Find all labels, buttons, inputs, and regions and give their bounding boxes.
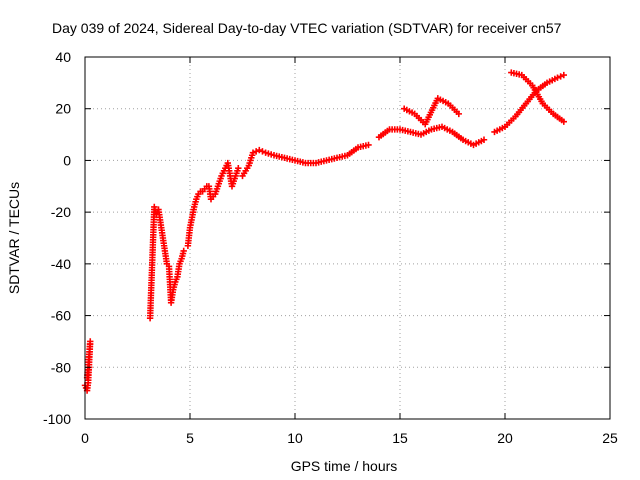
y-tick-label: -80 <box>51 359 71 375</box>
y-tick-label: -40 <box>51 256 71 272</box>
plot-frame <box>84 56 611 420</box>
x-tick-label: 0 <box>81 430 89 446</box>
axis-ticks: 0 5 10 15 20 25 -100 -80 -60 -40 -20 0 20 40 <box>43 49 618 446</box>
y-tick-label: -20 <box>51 204 71 220</box>
y-tick-label: 0 <box>63 152 71 168</box>
y-tick-label: -100 <box>43 411 71 427</box>
data-point-fill <box>557 73 564 80</box>
data-point <box>455 110 462 118</box>
series-13-19h <box>375 95 488 149</box>
series-start <box>81 338 94 394</box>
data-point <box>560 71 567 79</box>
y-tick-label: 20 <box>55 101 71 117</box>
data-point <box>554 74 561 81</box>
y-tick-label: 40 <box>55 49 71 65</box>
x-tick-label: 10 <box>287 430 303 446</box>
series-7-13h <box>239 141 372 180</box>
x-tick-label: 15 <box>392 430 408 446</box>
x-tick-label: 5 <box>186 430 194 446</box>
chart-title: Day 039 of 2024, Sidereal Day-to-day VTE… <box>52 20 562 36</box>
data-point <box>180 247 187 255</box>
data-point <box>249 149 257 156</box>
x-axis-label: GPS time / hours <box>291 458 398 474</box>
y-tick-label: -60 <box>51 308 71 324</box>
data-point <box>235 164 242 172</box>
data-point-fill <box>259 148 266 155</box>
data-point <box>480 136 488 143</box>
series-5-7h <box>184 159 242 249</box>
x-tick-label: 20 <box>497 430 513 446</box>
y-axis-label: SDTVAR / TECUs <box>6 182 22 294</box>
data-point <box>256 146 263 154</box>
data-points <box>81 69 567 394</box>
series-19-23h <box>491 69 567 136</box>
data-point <box>560 118 567 125</box>
x-tick-label: 25 <box>602 430 618 446</box>
data-point-fill <box>252 148 260 155</box>
data-point <box>365 141 372 149</box>
series-pre-5h <box>146 203 187 322</box>
